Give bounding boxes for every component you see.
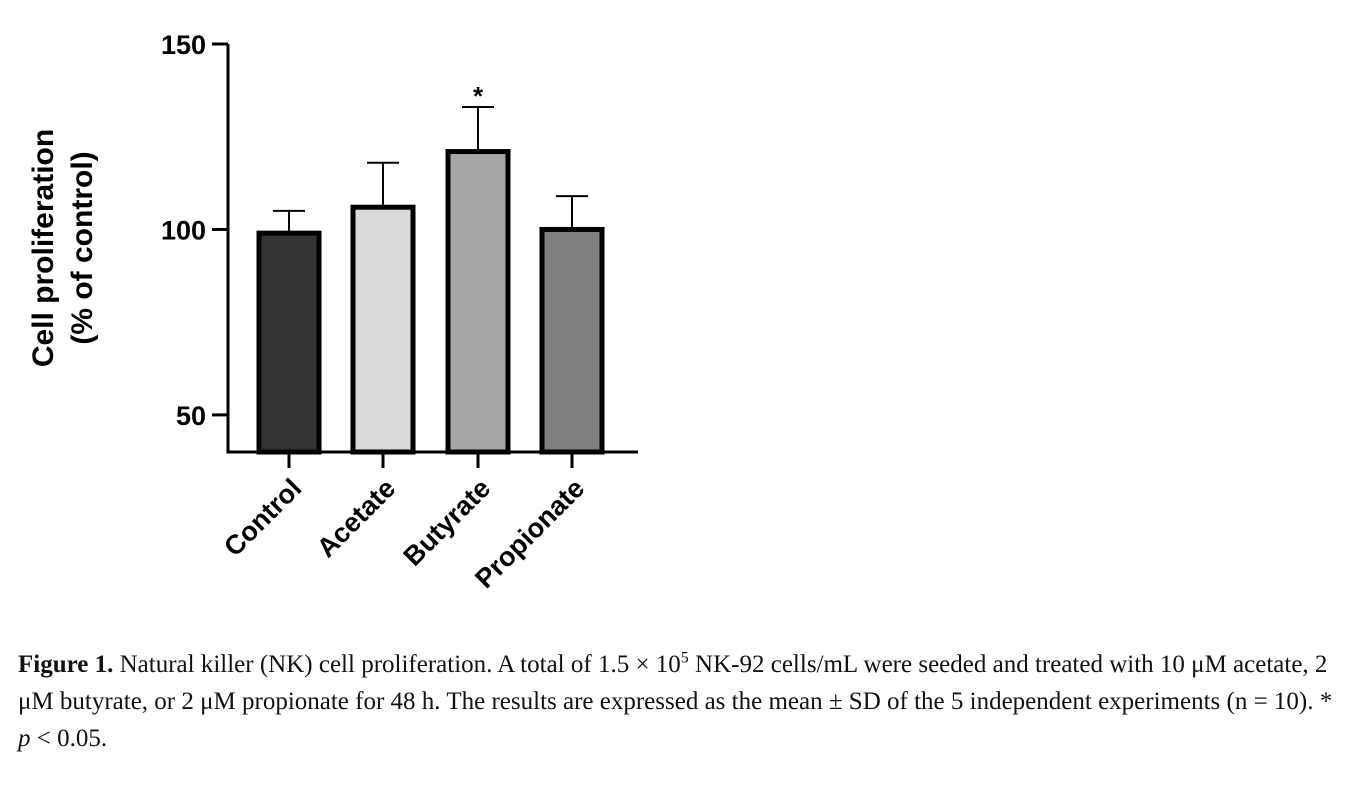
y-axis-ticks: 50 100 150 [161, 30, 228, 431]
significance-marker: * [473, 81, 484, 111]
axes [226, 44, 638, 454]
y-axis-label-line1: Cell proliferation [27, 129, 60, 367]
bar-propionate [539, 226, 605, 455]
x-tick-label-butyrate: Butyrate [398, 473, 497, 572]
y-tick-label: 50 [176, 401, 206, 431]
bars [256, 149, 605, 455]
bar-control [256, 230, 322, 455]
error-bars [273, 106, 588, 234]
y-tick-label: 150 [161, 30, 206, 60]
bar-butyrate [445, 149, 511, 455]
x-tick-label-acetate: Acetate [311, 473, 401, 563]
caption-text-3: < 0.05. [30, 725, 108, 752]
x-tick-label-control: Control [218, 473, 307, 562]
caption-label: Figure 1. [18, 651, 114, 678]
caption-text-2: NK-92 cells/mL were seeded and treated w… [18, 651, 1333, 715]
caption-exponent: 5 [680, 649, 689, 667]
figure-caption: Figure 1. Natural killer (NK) cell proli… [18, 646, 1338, 757]
y-axis-label: Cell proliferation (% of control) [27, 129, 99, 367]
y-axis-label-line2: (% of control) [66, 151, 99, 344]
bar-acetate [350, 204, 416, 455]
bar-chart: Cell proliferation (% of control) 50 100 1… [27, 30, 638, 594]
caption-p-symbol: p [18, 725, 31, 752]
annotations: * [473, 81, 484, 111]
caption-text-1: Natural killer (NK) cell proliferation. … [113, 651, 681, 678]
y-tick-label: 100 [161, 215, 206, 245]
